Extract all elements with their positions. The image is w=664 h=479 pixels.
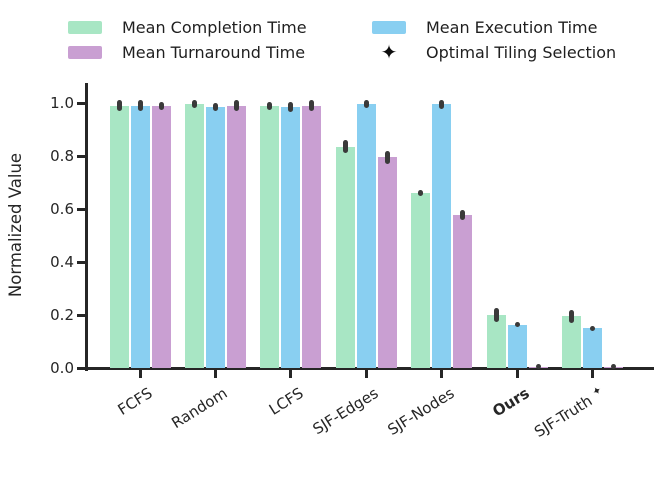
error-bar [309,100,315,111]
legend-swatch [372,20,406,34]
x-axis-spine [85,367,654,370]
x-tick-label-sjf-nodes: SJF-Nodes [384,384,458,439]
x-tick-mark [213,370,217,378]
error-bar [116,100,122,111]
x-tick-mark [440,370,444,378]
y-tick-mark [77,313,85,317]
bar-mean-turnaround-time-random [226,105,246,368]
bar-mean-execution-time-lcfs [281,106,301,368]
legend-swatch [68,20,102,34]
error-bar [589,325,595,331]
error-bar [514,322,520,328]
y-tick-label: 1.0 [50,94,74,112]
x-tick-label-random: Random [168,384,231,433]
error-bar [342,140,348,154]
legend-label: Optimal Tiling Selection [426,42,617,62]
bar-mean-turnaround-time-sjf-edges [377,157,397,368]
x-tick-mark [515,370,519,378]
bar-mean-completion-time-sjf-nodes [411,193,431,368]
x-tick-label-sjf-truth: SJF-Truth✦ [531,383,605,442]
bar-mean-execution-time-fcfs [130,105,150,368]
legend-item: ✦ Optimal Tiling Selection [372,40,617,64]
x-tick-label-lcfs: LCFS [265,384,307,419]
y-tick-mark [77,260,85,264]
error-bar [363,100,369,109]
bar-mean-execution-time-sjf-edges [356,104,376,368]
y-tick-label: 0.6 [50,200,74,218]
y-tick-mark [77,101,85,105]
bar-mean-completion-time-lcfs [260,105,280,368]
bar-mean-turnaround-time-fcfs [151,105,171,368]
bar-mean-turnaround-time-lcfs [302,105,322,368]
error-bar [267,101,273,110]
bar-mean-turnaround-time-sjf-nodes [453,215,473,368]
y-tick-mark [77,207,85,211]
y-axis-label: Normalized Value [6,152,25,298]
legend-label: Mean Turnaround Time [122,42,306,62]
bar-mean-completion-time-sjf-truth [561,316,581,368]
x-tick-mark [138,370,142,378]
bar-mean-execution-time-sjf-nodes [432,104,452,368]
bar-mean-execution-time-sjf-truth [582,328,602,368]
legend-swatch [68,45,102,59]
star-icon: ✦ [590,383,605,400]
error-bar [535,364,541,370]
x-tick-mark [289,370,293,378]
y-axis-spine [85,83,88,371]
x-tick-label-ours: Ours [489,384,533,421]
error-bar [493,308,499,322]
legend-item: Mean Execution Time [372,15,597,39]
legend-item: Mean Turnaround Time [68,40,305,64]
error-bar [158,101,164,110]
bar-mean-completion-time-sjf-edges [335,146,355,368]
error-bar [384,150,390,164]
error-bar [418,189,424,197]
error-bar [610,364,616,370]
error-bar [233,100,239,111]
y-tick-label: 0.0 [50,359,74,377]
y-tick-label: 0.4 [50,253,74,271]
y-tick-label: 0.8 [50,147,74,165]
y-tick-mark [77,366,85,370]
y-tick-label: 0.2 [50,306,74,324]
x-tick-label-fcfs: FCFS [114,384,156,419]
error-bar [137,100,143,111]
bar-mean-completion-time-ours [486,315,506,368]
error-bar [460,210,466,220]
bar-mean-completion-time-fcfs [109,105,129,368]
legend-label: Mean Execution Time [426,17,598,37]
error-bar [212,103,218,111]
legend-label: Mean Completion Time [122,17,307,37]
error-bar [288,101,294,113]
y-tick-mark [77,154,85,158]
error-bar [191,100,197,109]
x-tick-label-sjf-edges: SJF-Edges [309,384,382,439]
bar-mean-execution-time-ours [507,324,527,368]
error-bar [439,99,445,110]
star-icon: ✦ [380,40,398,64]
bar-mean-completion-time-random [184,104,204,368]
legend-item: Mean Completion Time [68,15,307,39]
x-tick-mark [364,370,368,378]
error-bar [568,309,574,323]
bar-mean-execution-time-random [205,106,225,368]
x-tick-mark [590,370,594,378]
